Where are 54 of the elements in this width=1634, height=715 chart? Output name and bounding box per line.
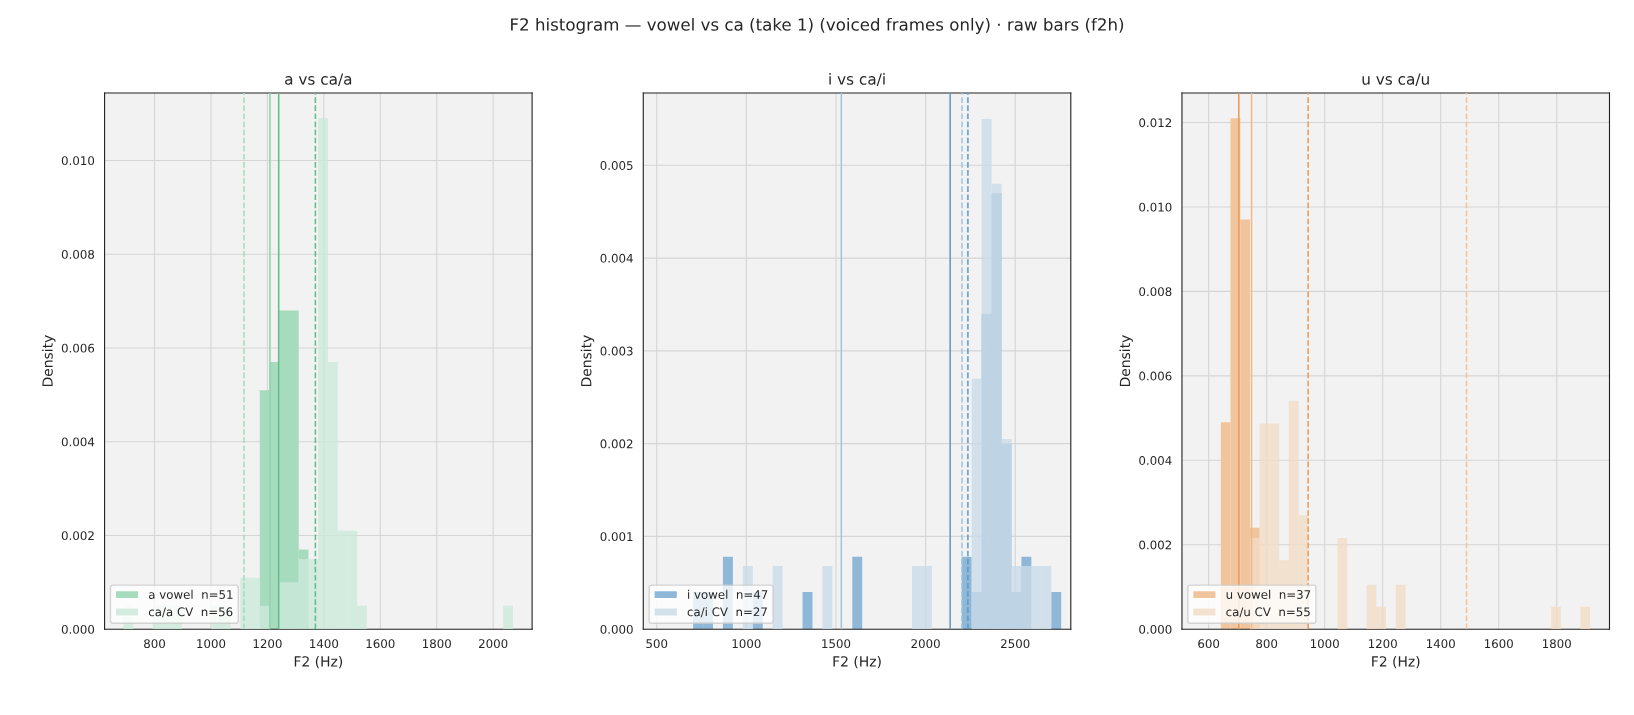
x-tick-label: 500 xyxy=(646,639,668,649)
y-tick-label: 0.001 xyxy=(600,532,633,542)
x-tick-label: 600 xyxy=(1198,639,1220,649)
x-tick-label: 1000 xyxy=(732,639,761,649)
x-tick-label: 1500 xyxy=(822,639,851,649)
x-tick-label: 800 xyxy=(1256,639,1278,649)
legend-label: ca/u CV n=55 xyxy=(1226,607,1310,618)
y-tick-label: 0.006 xyxy=(61,343,95,353)
y-axis-title: Density xyxy=(42,335,56,387)
y-tick-label: 0.000 xyxy=(1139,624,1172,634)
y-tick-label: 0.004 xyxy=(61,437,95,447)
y-tick-label: 0.010 xyxy=(1139,202,1172,212)
x-tick-label: 1600 xyxy=(1484,639,1513,649)
x-tick-label: 1400 xyxy=(1426,639,1455,649)
y-axis-title: Density xyxy=(1119,335,1133,387)
x-tick-label: 1200 xyxy=(1368,639,1397,649)
y-tick-label: 0.010 xyxy=(61,156,95,166)
x-tick-label: 1000 xyxy=(197,639,226,649)
x-tick-label: 2000 xyxy=(479,639,508,649)
y-tick-label: 0.004 xyxy=(1139,456,1172,465)
y-tick-label: 0.004 xyxy=(600,253,633,263)
y-tick-label: 0.000 xyxy=(61,624,95,634)
x-tick-label: 1000 xyxy=(1310,639,1339,649)
x-tick-label: 2500 xyxy=(1001,639,1030,649)
legend-label: ca/i CV n=27 xyxy=(687,607,767,618)
y-tick-label: 0.005 xyxy=(600,161,633,170)
legend-label: i vowel n=47 xyxy=(688,589,768,599)
x-tick-label: 1200 xyxy=(253,639,282,649)
legend-label: ca/a CV n=56 xyxy=(148,607,233,618)
y-tick-label: 0.002 xyxy=(61,531,94,541)
chart-title: a vs ca/a xyxy=(285,73,352,87)
x-axis-title: F2 (Hz) xyxy=(294,655,343,669)
y-tick-label: 0.008 xyxy=(61,249,95,259)
text: F2 histogram — vowel vs ca (take 1) (voiced frames only) · raw bars (f2h) xyxy=(511,17,1124,35)
y-tick-label: 0.000 xyxy=(600,624,633,634)
x-tick-label: 1600 xyxy=(366,639,395,649)
legend-label: a vowel n=51 xyxy=(148,589,233,599)
y-tick-label: 0.003 xyxy=(600,346,633,356)
y-tick-label: 0.008 xyxy=(1139,287,1172,297)
chart-title: u vs ca/u xyxy=(1362,73,1429,87)
x-tick-label: 1400 xyxy=(310,639,339,649)
y-tick-label: 0.002 xyxy=(1139,540,1172,550)
x-axis-title: F2 (Hz) xyxy=(1372,655,1420,669)
chart-title: i vs ca/i xyxy=(829,73,885,87)
x-tick-label: 800 xyxy=(144,639,166,649)
y-axis-title: Density xyxy=(580,335,595,387)
x-tick-label: 1800 xyxy=(1542,639,1571,649)
y-tick-label: 0.006 xyxy=(1139,371,1172,381)
y-tick-label: 0.012 xyxy=(1139,118,1172,128)
x-tick-label: 1800 xyxy=(423,639,451,649)
x-axis-title: F2 (Hz) xyxy=(833,655,881,669)
y-tick-label: 0.002 xyxy=(600,439,633,449)
legend-label: u vowel n=37 xyxy=(1226,589,1311,599)
x-tick-label: 2000 xyxy=(911,639,940,649)
